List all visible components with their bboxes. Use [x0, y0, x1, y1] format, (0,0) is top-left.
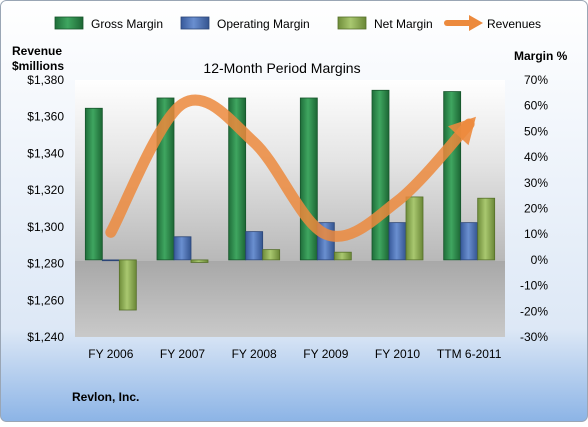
- bar-net-margin-fy-2010: [405, 196, 424, 261]
- category-label-fy-2008: FY 2008: [232, 347, 277, 361]
- bar-gross-margin-fy-2009: [299, 97, 318, 261]
- left-tick-label: $1,320: [27, 183, 64, 197]
- legend-swatch-operating-margin: [180, 16, 210, 30]
- bar-net-margin-fy-2007: [190, 259, 209, 263]
- bar-operating-margin-fy-2007: [173, 236, 192, 261]
- legend: Gross Margin Operating Margin Net Margin Re…: [54, 15, 541, 31]
- category-label-fy-2010: FY 2010: [375, 347, 420, 361]
- legend-label-revenues: Revenues: [487, 17, 541, 31]
- revenue-series-line: [105, 94, 475, 242]
- revenue-line: [105, 94, 476, 242]
- legend-swatch-gross-margin: [54, 16, 84, 30]
- right-tick-label: 60%: [524, 99, 548, 113]
- bar-operating-margin-fy-2006: [101, 259, 120, 262]
- legend-label-gross-margin: Gross Margin: [91, 17, 163, 31]
- right-tick-label: 10%: [524, 227, 548, 241]
- bar-gross-margin-ttm-6-2011: [443, 91, 462, 261]
- legend-label-operating-margin: Operating Margin: [217, 17, 310, 31]
- right-tick-label: 30%: [524, 176, 548, 190]
- right-axis-ticks: -30% -20% -10% 0% 10% 20% 30% 40% 50% 60% 70%: [520, 73, 548, 344]
- right-tick-label: 40%: [524, 150, 548, 164]
- left-axis-ticks: $1,240 $1,260 $1,280 $1,300 $1,320 $1,340 $1,3…: [27, 73, 64, 344]
- legend-arrow-icon: [469, 15, 483, 31]
- left-tick-label: $1,300: [27, 220, 64, 234]
- bar-operating-margin-ttm-6-2011: [460, 222, 479, 261]
- bar-net-margin-ttm-6-2011: [477, 197, 496, 261]
- left-tick-label: $1,380: [27, 73, 64, 87]
- left-axis-label-line2: $millions: [12, 59, 64, 73]
- right-tick-label: -30%: [520, 330, 548, 344]
- bar-operating-margin-fy-2008: [245, 231, 264, 261]
- bar-net-margin-fy-2008: [262, 249, 281, 261]
- left-tick-label: $1,240: [27, 330, 64, 344]
- category-label-fy-2006: FY 2006: [88, 347, 133, 361]
- legend-swatch-net-margin: [337, 16, 367, 30]
- right-tick-label: 0%: [531, 253, 549, 267]
- right-tick-label: 70%: [524, 73, 548, 87]
- category-label-fy-2007: FY 2007: [160, 347, 205, 361]
- category-labels: FY 2006 FY 2007 FY 2008 FY 2009 FY 2010 TTM 6…: [88, 347, 501, 361]
- chart-title: 12-Month Period Margins: [203, 60, 360, 76]
- bar-gross-margin-fy-2006: [84, 107, 103, 261]
- bar-operating-margin-fy-2010: [388, 222, 407, 261]
- left-tick-label: $1,280: [27, 257, 64, 271]
- legend-label-net-margin: Net Margin: [374, 17, 433, 31]
- left-axis-label-line1: Revenue: [12, 44, 62, 58]
- category-label-ttm-6-2011: TTM 6-2011: [437, 347, 502, 361]
- left-tick-label: $1,340: [27, 146, 64, 160]
- right-tick-label: 20%: [524, 202, 548, 216]
- left-tick-label: $1,260: [27, 293, 64, 307]
- right-tick-label: -20%: [520, 304, 548, 318]
- right-tick-label: 50%: [524, 124, 548, 138]
- bar-gross-margin-fy-2010: [371, 89, 390, 261]
- category-label-fy-2009: FY 2009: [303, 347, 348, 361]
- revenue-arrow-head: [448, 116, 476, 146]
- bar-net-margin-fy-2009: [333, 251, 352, 261]
- plot-area-lower: [75, 261, 505, 337]
- bar-net-margin-fy-2006: [118, 259, 137, 311]
- left-tick-label: $1,360: [27, 110, 64, 124]
- company-name: Revlon, Inc.: [72, 390, 139, 404]
- right-tick-label: -10%: [520, 279, 548, 293]
- right-axis-label: Margin %: [514, 49, 568, 63]
- bar-gross-margin-fy-2008: [228, 97, 247, 261]
